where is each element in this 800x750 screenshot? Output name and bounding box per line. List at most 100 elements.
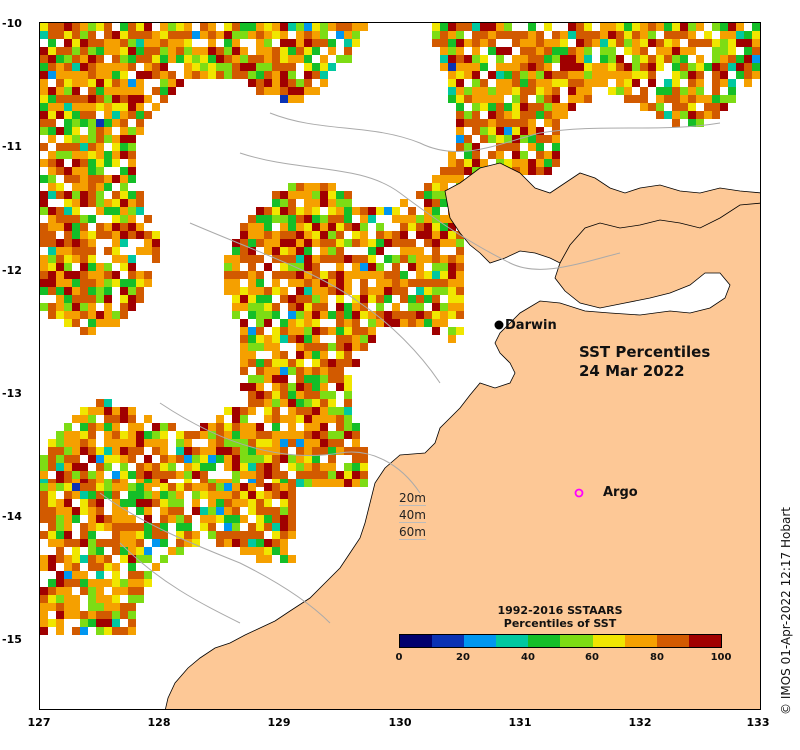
sst-cell — [160, 47, 168, 55]
sst-cell — [216, 499, 224, 507]
sst-cell — [248, 491, 256, 499]
sst-cell — [336, 367, 344, 375]
sst-cell — [192, 47, 200, 55]
sst-cell — [480, 127, 488, 135]
sst-cell — [216, 531, 224, 539]
sst-cell — [128, 627, 136, 635]
sst-cell — [56, 627, 64, 635]
sst-cell — [104, 279, 112, 287]
sst-cell — [288, 63, 296, 71]
sst-cell — [256, 223, 264, 231]
sst-cell — [344, 199, 352, 207]
sst-cell — [208, 499, 216, 507]
sst-cell — [656, 55, 664, 63]
sst-cell — [88, 255, 96, 263]
sst-cell — [528, 159, 536, 167]
sst-cell — [312, 23, 320, 31]
sst-cell — [56, 271, 64, 279]
sst-cell — [96, 223, 104, 231]
sst-cell — [64, 231, 72, 239]
sst-cell — [448, 311, 456, 319]
sst-cell — [264, 463, 272, 471]
x-tick: 128 — [147, 716, 171, 729]
sst-cell — [96, 571, 104, 579]
sst-cell — [440, 215, 448, 223]
sst-cell — [568, 55, 576, 63]
sst-cell — [88, 595, 96, 603]
sst-cell — [80, 23, 88, 31]
sst-cell — [128, 455, 136, 463]
sst-cell — [728, 95, 736, 103]
sst-cell — [232, 439, 240, 447]
colorbar-segment — [688, 635, 721, 647]
sst-cell — [464, 143, 472, 151]
sst-cell — [280, 531, 288, 539]
sst-cell — [312, 367, 320, 375]
y-tick: -12 — [2, 264, 22, 277]
sst-cell — [48, 119, 56, 127]
sst-cell — [112, 311, 120, 319]
sst-cell — [168, 483, 176, 491]
sst-cell — [296, 359, 304, 367]
sst-cell — [240, 47, 248, 55]
sst-cell — [88, 447, 96, 455]
sst-cell — [360, 295, 368, 303]
sst-cell — [648, 39, 656, 47]
sst-cell — [96, 491, 104, 499]
sst-cell — [184, 39, 192, 47]
sst-cell — [224, 63, 232, 71]
colorbar-tick: 60 — [585, 652, 599, 663]
sst-cell — [384, 271, 392, 279]
sst-cell — [760, 47, 761, 55]
sst-cell — [144, 579, 152, 587]
sst-cell — [248, 247, 256, 255]
sst-cell — [88, 611, 96, 619]
sst-cell — [576, 79, 584, 87]
sst-cell — [720, 71, 728, 79]
sst-cell — [408, 295, 416, 303]
sst-cell — [360, 327, 368, 335]
sst-cell — [152, 255, 160, 263]
sst-cell — [64, 39, 72, 47]
sst-cell — [144, 63, 152, 71]
sst-cell — [64, 143, 72, 151]
sst-cell — [320, 191, 328, 199]
sst-cell — [136, 279, 144, 287]
sst-cell — [528, 87, 536, 95]
sst-cell — [72, 31, 80, 39]
sst-cell — [248, 223, 256, 231]
sst-cell — [232, 23, 240, 31]
sst-cell — [64, 23, 72, 31]
sst-cell — [688, 95, 696, 103]
sst-cell — [160, 39, 168, 47]
sst-cell — [72, 127, 80, 135]
sst-cell — [128, 271, 136, 279]
sst-cell — [312, 295, 320, 303]
sst-cell — [320, 295, 328, 303]
sst-cell — [96, 263, 104, 271]
sst-cell — [128, 23, 136, 31]
sst-cell — [136, 571, 144, 579]
sst-cell — [288, 499, 296, 507]
sst-cell — [128, 87, 136, 95]
sst-cell — [192, 447, 200, 455]
sst-cell — [480, 135, 488, 143]
colorbar-segment — [592, 635, 625, 647]
sst-cell — [336, 191, 344, 199]
sst-cell — [256, 515, 264, 523]
sst-cell — [152, 563, 160, 571]
sst-cell — [280, 207, 288, 215]
sst-cell — [752, 63, 760, 71]
sst-cell — [136, 483, 144, 491]
sst-cell — [472, 111, 480, 119]
sst-cell — [48, 483, 56, 491]
sst-cell — [712, 111, 720, 119]
sst-cell — [112, 431, 120, 439]
sst-cell — [72, 271, 80, 279]
sst-cell — [288, 439, 296, 447]
sst-cell — [696, 95, 704, 103]
sst-cell — [104, 223, 112, 231]
sst-cell — [128, 407, 136, 415]
sst-cell — [80, 223, 88, 231]
sst-cell — [464, 95, 472, 103]
